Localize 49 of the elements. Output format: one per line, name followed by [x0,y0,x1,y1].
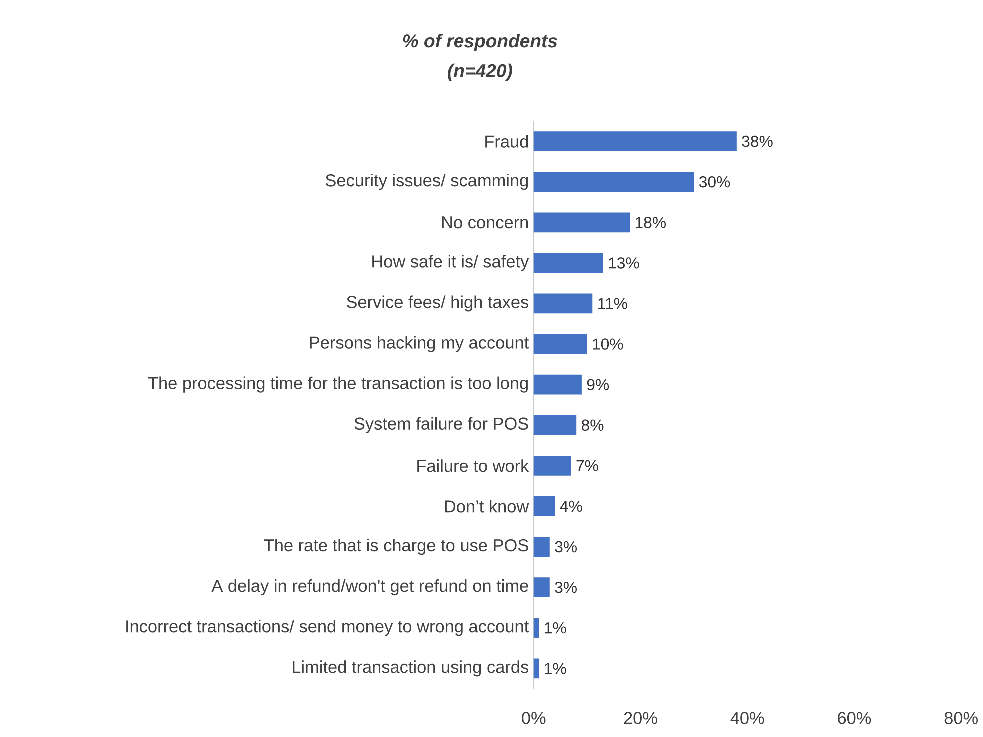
data-label: 13% [609,258,640,269]
data-label: 30% [699,176,730,188]
y-tick-label: Incorrect transactions/ send money to wrong account [126,620,529,636]
data-label: 8% [582,420,604,432]
y-tick-label: No concern [442,216,528,229]
chart-title: % of respondents [403,34,558,52]
y-tick-label: Fraud [486,135,528,148]
y-tick-label: Limited transaction using cards [293,660,529,677]
data-label: 1% [545,622,566,634]
y-tick-label: Don’t know [445,500,530,513]
bar [534,456,572,476]
y-tick-label: A delay in refund/won't get refund on time [212,580,528,596]
bar [534,172,694,192]
bar [534,496,556,517]
x-tick-label: 80% [944,712,978,725]
x-tick-label: 60% [838,712,872,725]
bar [534,658,540,679]
bar [534,537,550,558]
bar [534,375,582,395]
data-label: 3% [555,542,577,553]
data-label: 1% [545,663,566,674]
data-label: 38% [742,136,773,148]
data-label: 18% [636,217,666,228]
bar [534,334,588,354]
y-tick-label: How safe it is/ safety [372,255,530,272]
data-label: 7% [576,460,598,472]
chart-subtitle: (n=420) [448,64,512,82]
data-label: 11% [598,298,628,310]
y-tick-label: The rate that is charge to use POS [264,539,528,556]
y-tick-label: System failure for POS [354,418,528,434]
bar [534,578,550,598]
data-label: 4% [560,501,582,512]
y-tick-label: Service fees/ high taxes [347,296,529,312]
bar [534,416,577,436]
data-label: 10% [593,338,624,350]
bar [534,294,593,314]
data-label: 3% [555,582,577,594]
y-tick-label: Failure to work [418,460,530,472]
data-label: 9% [587,379,610,391]
y-tick-label: The processing time for the transaction is too long [148,376,528,394]
x-tick-label: 0% [522,712,546,725]
y-tick-label: Persons hacking my account [310,336,529,352]
bar [534,253,604,274]
x-tick-label: 20% [624,712,658,725]
bar [534,618,540,638]
bar [534,212,630,233]
bar [534,132,737,152]
y-tick-label: Security issues/ scamming [326,174,528,190]
x-tick-label: 40% [730,712,764,725]
